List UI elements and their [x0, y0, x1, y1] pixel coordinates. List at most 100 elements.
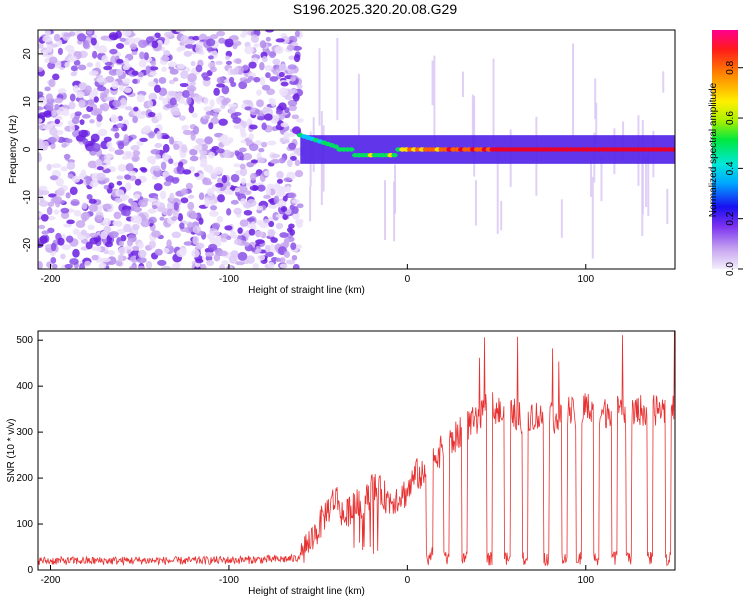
heatmap-noise-blob	[122, 78, 131, 84]
heatmap-noise-blob	[268, 97, 275, 104]
heatmap-noise-blob	[200, 263, 207, 269]
heatmap-noise-blob	[95, 158, 103, 167]
chart-title: S196.2025.320.20.08.G29	[292, 1, 458, 17]
heatmap-noise-blob	[264, 64, 273, 72]
heatmap-noise-blob	[189, 148, 198, 156]
heatmap-streak	[645, 156, 648, 207]
heatmap-noise-blob	[284, 95, 293, 101]
heatmap-noise-blob	[51, 110, 57, 117]
heat-x-tick-label: 100	[577, 274, 594, 285]
heatmap-noise-blob	[268, 220, 275, 228]
heatmap-noise-blob	[249, 124, 258, 130]
heatmap-noise-blob	[288, 142, 297, 150]
heatmap-noise-blob	[213, 108, 222, 113]
heatmap-noise-blob	[246, 255, 255, 264]
heatmap-noise-blob	[131, 70, 139, 76]
colorbar-label: Normalized spectral amplitude	[708, 82, 719, 217]
heatmap-noise-blob	[204, 136, 213, 145]
heatmap-noise-blob	[169, 68, 179, 75]
heatmap-noise-blob	[191, 249, 200, 258]
heatmap-noise-blob	[79, 262, 86, 269]
snr-y-tick-label: 300	[16, 427, 33, 438]
heatmap-noise-blob	[202, 76, 211, 81]
heatmap-noise-blob	[159, 190, 167, 200]
heatmap-noise-blob	[88, 198, 97, 204]
heatmap-noise-blob	[139, 137, 148, 142]
heatmap-noise-blob	[137, 265, 146, 269]
heatmap-noise-blob	[169, 136, 175, 145]
heatmap-noise-blob	[137, 241, 145, 249]
heatmap-noise-blob	[256, 99, 264, 108]
heatmap-noise-blob	[290, 75, 296, 82]
heatmap-noise-blob	[242, 153, 253, 161]
heatmap-noise-blob	[209, 99, 215, 108]
heatmap-noise-blob	[61, 143, 68, 148]
heatmap-noise-blob	[138, 39, 148, 49]
heatmap-noise-blob	[167, 61, 177, 68]
heatmap-noise-blob	[179, 222, 185, 230]
heatmap-noise-blob	[90, 37, 97, 46]
heatmap-noise-blob	[87, 98, 95, 108]
heatmap-noise-blob	[233, 163, 240, 168]
heatmap-noise-blob	[190, 212, 198, 220]
heatmap-noise-blob	[79, 119, 85, 126]
heatmap-noise-blob	[106, 141, 113, 149]
heatmap-noise-blob	[268, 229, 275, 237]
heatmap-noise-blob	[121, 155, 129, 160]
heatmap-noise-blob	[156, 130, 162, 140]
heatmap-noise-blob	[285, 259, 296, 265]
heatmap-noise-blob	[294, 169, 304, 178]
heatmap-noise-blob	[210, 117, 220, 125]
heatmap-noise-blob	[64, 153, 70, 161]
heatmap-noise-blob	[116, 43, 125, 50]
heatmap-noise-blob	[125, 163, 134, 172]
heatmap-noise-blob	[183, 241, 194, 246]
heatmap-noise-blob	[88, 203, 99, 212]
heatmap-noise-blob	[161, 66, 167, 73]
snr-y-tick-label: 0	[27, 565, 33, 576]
heatmap-noise-blob	[100, 231, 108, 240]
heatmap-noise-blob	[127, 37, 137, 44]
heatmap-noise-blob	[173, 143, 180, 151]
heatmap-noise-blob	[256, 205, 264, 211]
heatmap-noise-blob	[195, 242, 205, 249]
heatmap-noise-blob	[270, 237, 278, 243]
heatmap-noise-blob	[294, 159, 301, 167]
heatmap-noise-blob	[41, 230, 49, 235]
heatmap-noise-blob	[88, 180, 99, 188]
heatmap-noise-blob	[166, 208, 173, 217]
heatmap-noise-blob	[210, 34, 219, 40]
heatmap-noise-blob	[92, 142, 101, 152]
heatmap-noise-blob	[267, 261, 275, 269]
heatmap-noise-blob	[279, 63, 287, 72]
heatmap-noise-blob	[127, 170, 137, 176]
heatmap-noise-blob	[185, 39, 195, 45]
heatmap-noise-blob	[145, 65, 151, 74]
heatmap-noise-blob	[108, 231, 119, 239]
heatmap-noise-blob	[44, 86, 51, 92]
heatmap-noise-blob	[107, 250, 115, 256]
heatmap-noise-blob	[216, 76, 225, 84]
heatmap-noise-blob	[108, 182, 115, 189]
heatmap-noise-blob	[67, 173, 74, 179]
heatmap-noise-blob	[116, 180, 123, 186]
snr-x-tick-label: 0	[405, 575, 411, 586]
heatmap-noise-blob	[290, 242, 297, 250]
heatmap-noise-blob	[289, 80, 299, 86]
heatmap-streak	[357, 73, 360, 136]
heatmap-noise-blob	[239, 167, 248, 177]
heatmap-noise-blob	[67, 55, 78, 62]
heatmap-noise-blob	[137, 249, 147, 259]
heatmap-noise-blob	[97, 86, 107, 92]
heatmap-noise-blob	[132, 245, 140, 252]
heatmap-noise-blob	[85, 176, 91, 186]
heatmap-noise-blob	[280, 81, 289, 87]
heatmap-noise-blob	[96, 114, 103, 122]
heatmap-noise-blob	[237, 227, 243, 234]
heatmap-signal-cell	[391, 153, 398, 158]
heatmap-signal-cell	[348, 147, 355, 152]
heatmap-noise-blob	[75, 220, 86, 228]
heatmap-noise-blob	[255, 239, 265, 244]
heatmap-noise-blob	[122, 208, 131, 217]
